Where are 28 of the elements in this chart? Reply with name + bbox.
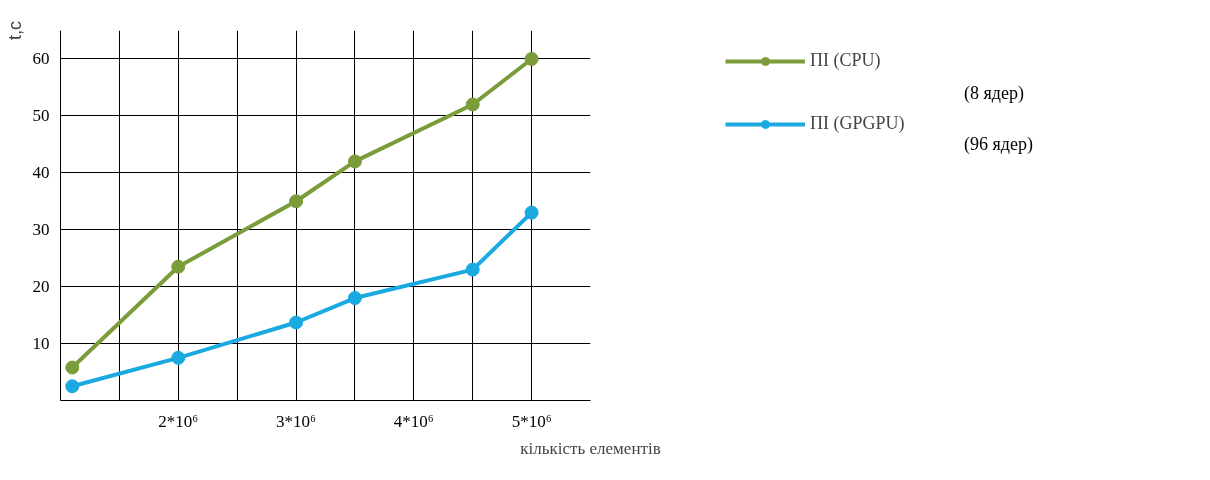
point (289, 315, 304, 330)
point (465, 97, 480, 112)
point (347, 154, 362, 169)
x-tick-label: 2*10⁶ (158, 411, 199, 431)
x-axis-title: кількість елементів (520, 438, 661, 458)
point (171, 350, 186, 365)
x-tick-label: 5*10⁶ (511, 411, 552, 431)
point (289, 194, 304, 209)
point (524, 205, 539, 220)
legend-label: ПІ (CPU) (810, 50, 881, 71)
point (465, 262, 480, 277)
y-tick-label: 60 (32, 49, 50, 69)
point (347, 291, 362, 306)
y-tick-label: 30 (32, 220, 50, 240)
point (65, 379, 80, 394)
y-axis-title: t,c (4, 20, 25, 40)
y-tick-label: 50 (32, 106, 50, 126)
x-tick-label: 3*10⁶ (276, 411, 317, 431)
point (65, 360, 80, 375)
point (524, 51, 539, 66)
text: (8 ядер) (964, 83, 1024, 105)
x-tick-label: 4*10⁶ (393, 411, 434, 431)
legend-label: ПІ (GPGPU) (810, 113, 905, 134)
y-tick-label: 10 (32, 334, 50, 354)
text: (96 ядер) (964, 134, 1033, 156)
point (171, 259, 186, 274)
y-tick-label: 40 (32, 163, 50, 183)
y-tick-label: 20 (32, 277, 50, 297)
